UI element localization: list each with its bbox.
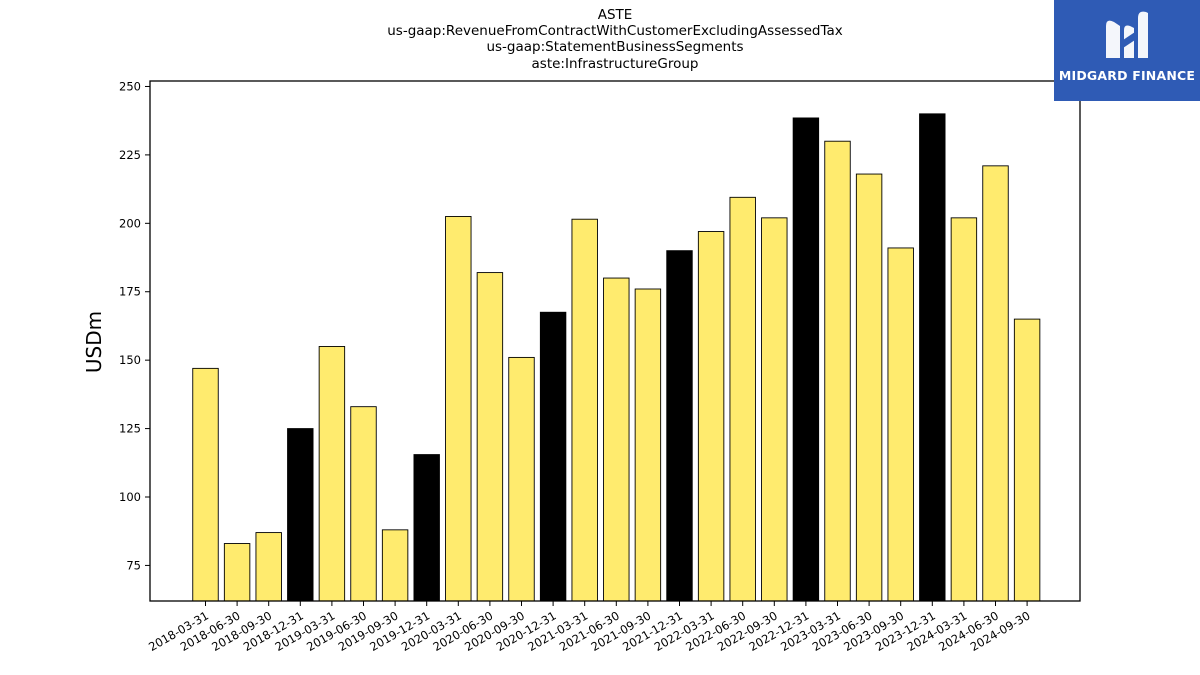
bar-2021-06-30 [603,277,630,602]
bar-2021-12-31 [666,250,693,602]
bar-2019-09-30 [381,529,409,602]
bar-2024-03-31 [950,217,978,602]
y-tick-label: 225 [119,148,141,162]
bar-2020-03-31 [445,216,472,602]
bars-group [192,113,1041,602]
bar-2022-12-31 [792,117,820,602]
bar-2021-03-31 [571,218,598,602]
y-tick-label: 125 [119,422,141,436]
chart-title-line-3: us-gaap:StatementBusinessSegments [486,39,744,55]
bar-2022-06-30 [729,196,756,602]
y-tick-label: 250 [119,79,141,93]
bar-2019-12-31 [413,454,440,602]
y-axis: 75 100 125 150 175 200 225 250 [119,79,150,572]
bar-2018-03-31 [192,367,219,602]
bar-2023-12-31 [919,113,946,602]
bar-2018-09-30 [255,532,282,602]
bar-2023-09-30 [887,247,914,602]
chart-title-line-2: us-gaap:RevenueFromContractWithCustomerE… [387,23,843,39]
y-axis-label: USDm [82,310,106,374]
bar-2020-09-30 [508,356,535,602]
bar-2023-06-30 [855,173,883,602]
bar-2024-06-30 [982,165,1009,602]
x-axis: 2018-03-312018-06-302018-09-302018-12-31… [146,601,1033,654]
bar-2024-09-30 [1013,318,1041,602]
bar-2018-12-31 [287,428,314,602]
bar-2020-06-30 [476,272,504,602]
bar-2022-03-31 [697,231,725,602]
logo-text: MIDGARD FINANCE [1058,68,1196,83]
bar-2019-03-31 [318,346,346,602]
bar-2018-06-30 [223,543,251,602]
y-tick-label: 175 [119,285,141,299]
midgard-logo-icon [1106,11,1148,59]
bar-2021-09-30 [634,288,662,602]
plot-area-frame [149,80,1081,602]
bar-2019-06-30 [350,406,377,602]
bar-2023-03-31 [824,140,851,602]
y-tick-label: 75 [126,558,141,572]
bar-2022-09-30 [761,217,788,602]
midgard-finance-logo: MIDGARD FINANCE [1054,0,1200,101]
y-tick-label: 200 [119,216,141,230]
chart-title-line-4: aste:InfrastructureGroup [531,56,699,72]
bar-2020-12-31 [539,311,567,602]
chart-title-line-1: ASTE [597,7,633,23]
y-tick-label: 100 [119,490,141,504]
y-tick-label: 150 [119,353,141,367]
